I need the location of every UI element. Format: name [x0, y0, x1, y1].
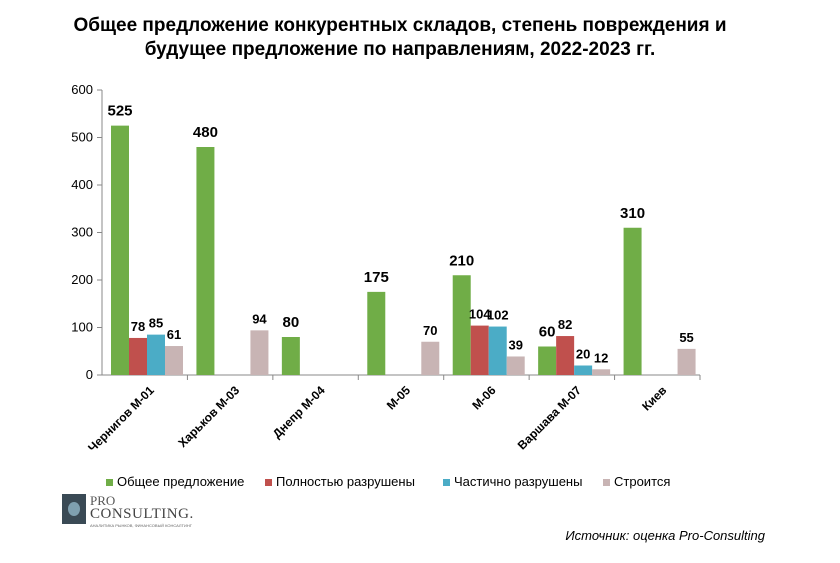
data-label: 39: [508, 337, 522, 352]
data-label: 94: [252, 311, 267, 326]
y-tick-label: 500: [71, 130, 93, 145]
y-tick-label: 400: [71, 177, 93, 192]
category-label: М-06: [469, 383, 498, 412]
bar: [470, 325, 489, 375]
bar: [129, 337, 147, 375]
bar: [421, 341, 440, 375]
data-label: 102: [487, 308, 509, 323]
category-label: Варшава М-07: [515, 383, 584, 452]
y-tick-label: 100: [71, 320, 93, 335]
bar: [147, 334, 165, 375]
legend-label: Общее предложение: [117, 474, 244, 489]
y-tick-label: 300: [71, 225, 93, 240]
data-label: 78: [131, 319, 145, 334]
legend-label: Строится: [614, 474, 670, 489]
bar: [506, 356, 525, 375]
data-label: 525: [107, 103, 132, 120]
bar: [250, 330, 269, 375]
data-label: 61: [167, 327, 181, 342]
data-label: 210: [449, 252, 474, 269]
data-label: 310: [620, 205, 645, 222]
y-tick-label: 0: [86, 367, 93, 382]
source-note: Источник: оценка Pro-Consulting: [565, 528, 765, 543]
bar: [556, 336, 575, 375]
data-label: 82: [558, 317, 572, 332]
logo-consulting-text: CONSULTING.: [90, 506, 194, 522]
category-label: Чернигов М-01: [85, 383, 157, 455]
data-label: 80: [283, 314, 300, 331]
bar: [452, 275, 471, 375]
legend-label: Частично разрушены: [454, 474, 582, 489]
bar: [677, 348, 696, 375]
category-label: Харьков М-03: [175, 383, 242, 450]
bar: [111, 125, 129, 375]
bar: [623, 227, 642, 375]
bar: [165, 346, 183, 375]
bar: [574, 365, 593, 375]
data-label: 70: [423, 323, 437, 338]
data-label: 55: [679, 330, 693, 345]
bar: [281, 337, 300, 375]
data-label: 175: [364, 269, 389, 286]
legend-swatch: [443, 479, 450, 486]
category-label: Киев: [639, 383, 669, 413]
bar: [488, 326, 507, 375]
chart-title-line-2: будущее предложение по направлениям, 202…: [144, 39, 656, 60]
data-label: 104: [469, 307, 491, 322]
logo-pro-text: PRO: [90, 493, 116, 508]
pro-consulting-logo: PRO CONSULTING. АНАЛИТИКА РЫНКОВ, ФИНАНС…: [62, 493, 222, 528]
chart-title: Общее предложение конкурентных складов, …: [0, 14, 800, 62]
data-label: 20: [576, 347, 590, 362]
bar: [367, 291, 386, 375]
legend-swatch: [603, 479, 610, 486]
logo-tagline: АНАЛИТИКА РЫНКОВ, ФИНАНСОВЫЙ КОНСАЛТИНГ: [90, 523, 192, 528]
bar: [196, 147, 215, 375]
data-label: 60: [539, 324, 556, 341]
category-label: М-05: [384, 383, 413, 412]
data-label: 12: [594, 350, 608, 365]
chart-title-line-1: Общее предложение конкурентных складов, …: [73, 15, 727, 36]
data-label: 85: [149, 316, 163, 331]
data-label: 480: [193, 124, 218, 141]
y-tick-label: 200: [71, 272, 93, 287]
bar: [538, 346, 557, 375]
category-label: Днепр М-04: [270, 383, 328, 441]
legend-swatch: [106, 479, 113, 486]
legend-swatch: [265, 479, 272, 486]
y-tick-label: 600: [71, 82, 93, 97]
legend-label: Полностью разрушены: [276, 474, 415, 489]
logo-mark-icon: [62, 494, 86, 524]
bar: [592, 369, 611, 375]
